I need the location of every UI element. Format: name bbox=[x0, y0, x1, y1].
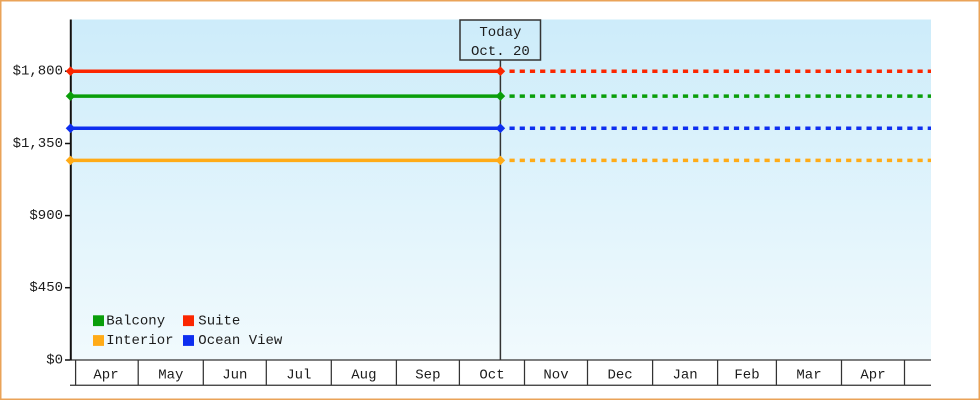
svg-text:$1,800: $1,800 bbox=[13, 64, 63, 80]
svg-text:$0: $0 bbox=[46, 352, 63, 368]
svg-text:Suite: Suite bbox=[198, 313, 240, 329]
svg-text:Ocean View: Ocean View bbox=[198, 333, 283, 349]
svg-text:$900: $900 bbox=[29, 208, 63, 224]
svg-text:$450: $450 bbox=[29, 280, 63, 296]
svg-text:Feb: Feb bbox=[734, 367, 759, 383]
svg-text:Jul: Jul bbox=[286, 367, 311, 383]
svg-text:Dec: Dec bbox=[607, 367, 632, 383]
svg-text:Interior: Interior bbox=[106, 333, 173, 349]
svg-text:Apr: Apr bbox=[93, 367, 118, 383]
svg-text:Jun: Jun bbox=[222, 367, 247, 383]
svg-text:May: May bbox=[158, 367, 183, 383]
svg-text:Apr: Apr bbox=[860, 367, 885, 383]
svg-text:Oct. 20: Oct. 20 bbox=[471, 44, 530, 60]
svg-text:Mar: Mar bbox=[796, 367, 821, 383]
svg-text:Jan: Jan bbox=[672, 367, 697, 383]
svg-text:Sep: Sep bbox=[415, 367, 440, 383]
svg-text:Aug: Aug bbox=[351, 367, 376, 383]
svg-text:Oct: Oct bbox=[479, 367, 504, 383]
svg-text:Today: Today bbox=[479, 25, 521, 41]
svg-text:$1,350: $1,350 bbox=[13, 136, 63, 152]
svg-text:Nov: Nov bbox=[543, 367, 568, 383]
svg-text:Balcony: Balcony bbox=[106, 313, 165, 329]
